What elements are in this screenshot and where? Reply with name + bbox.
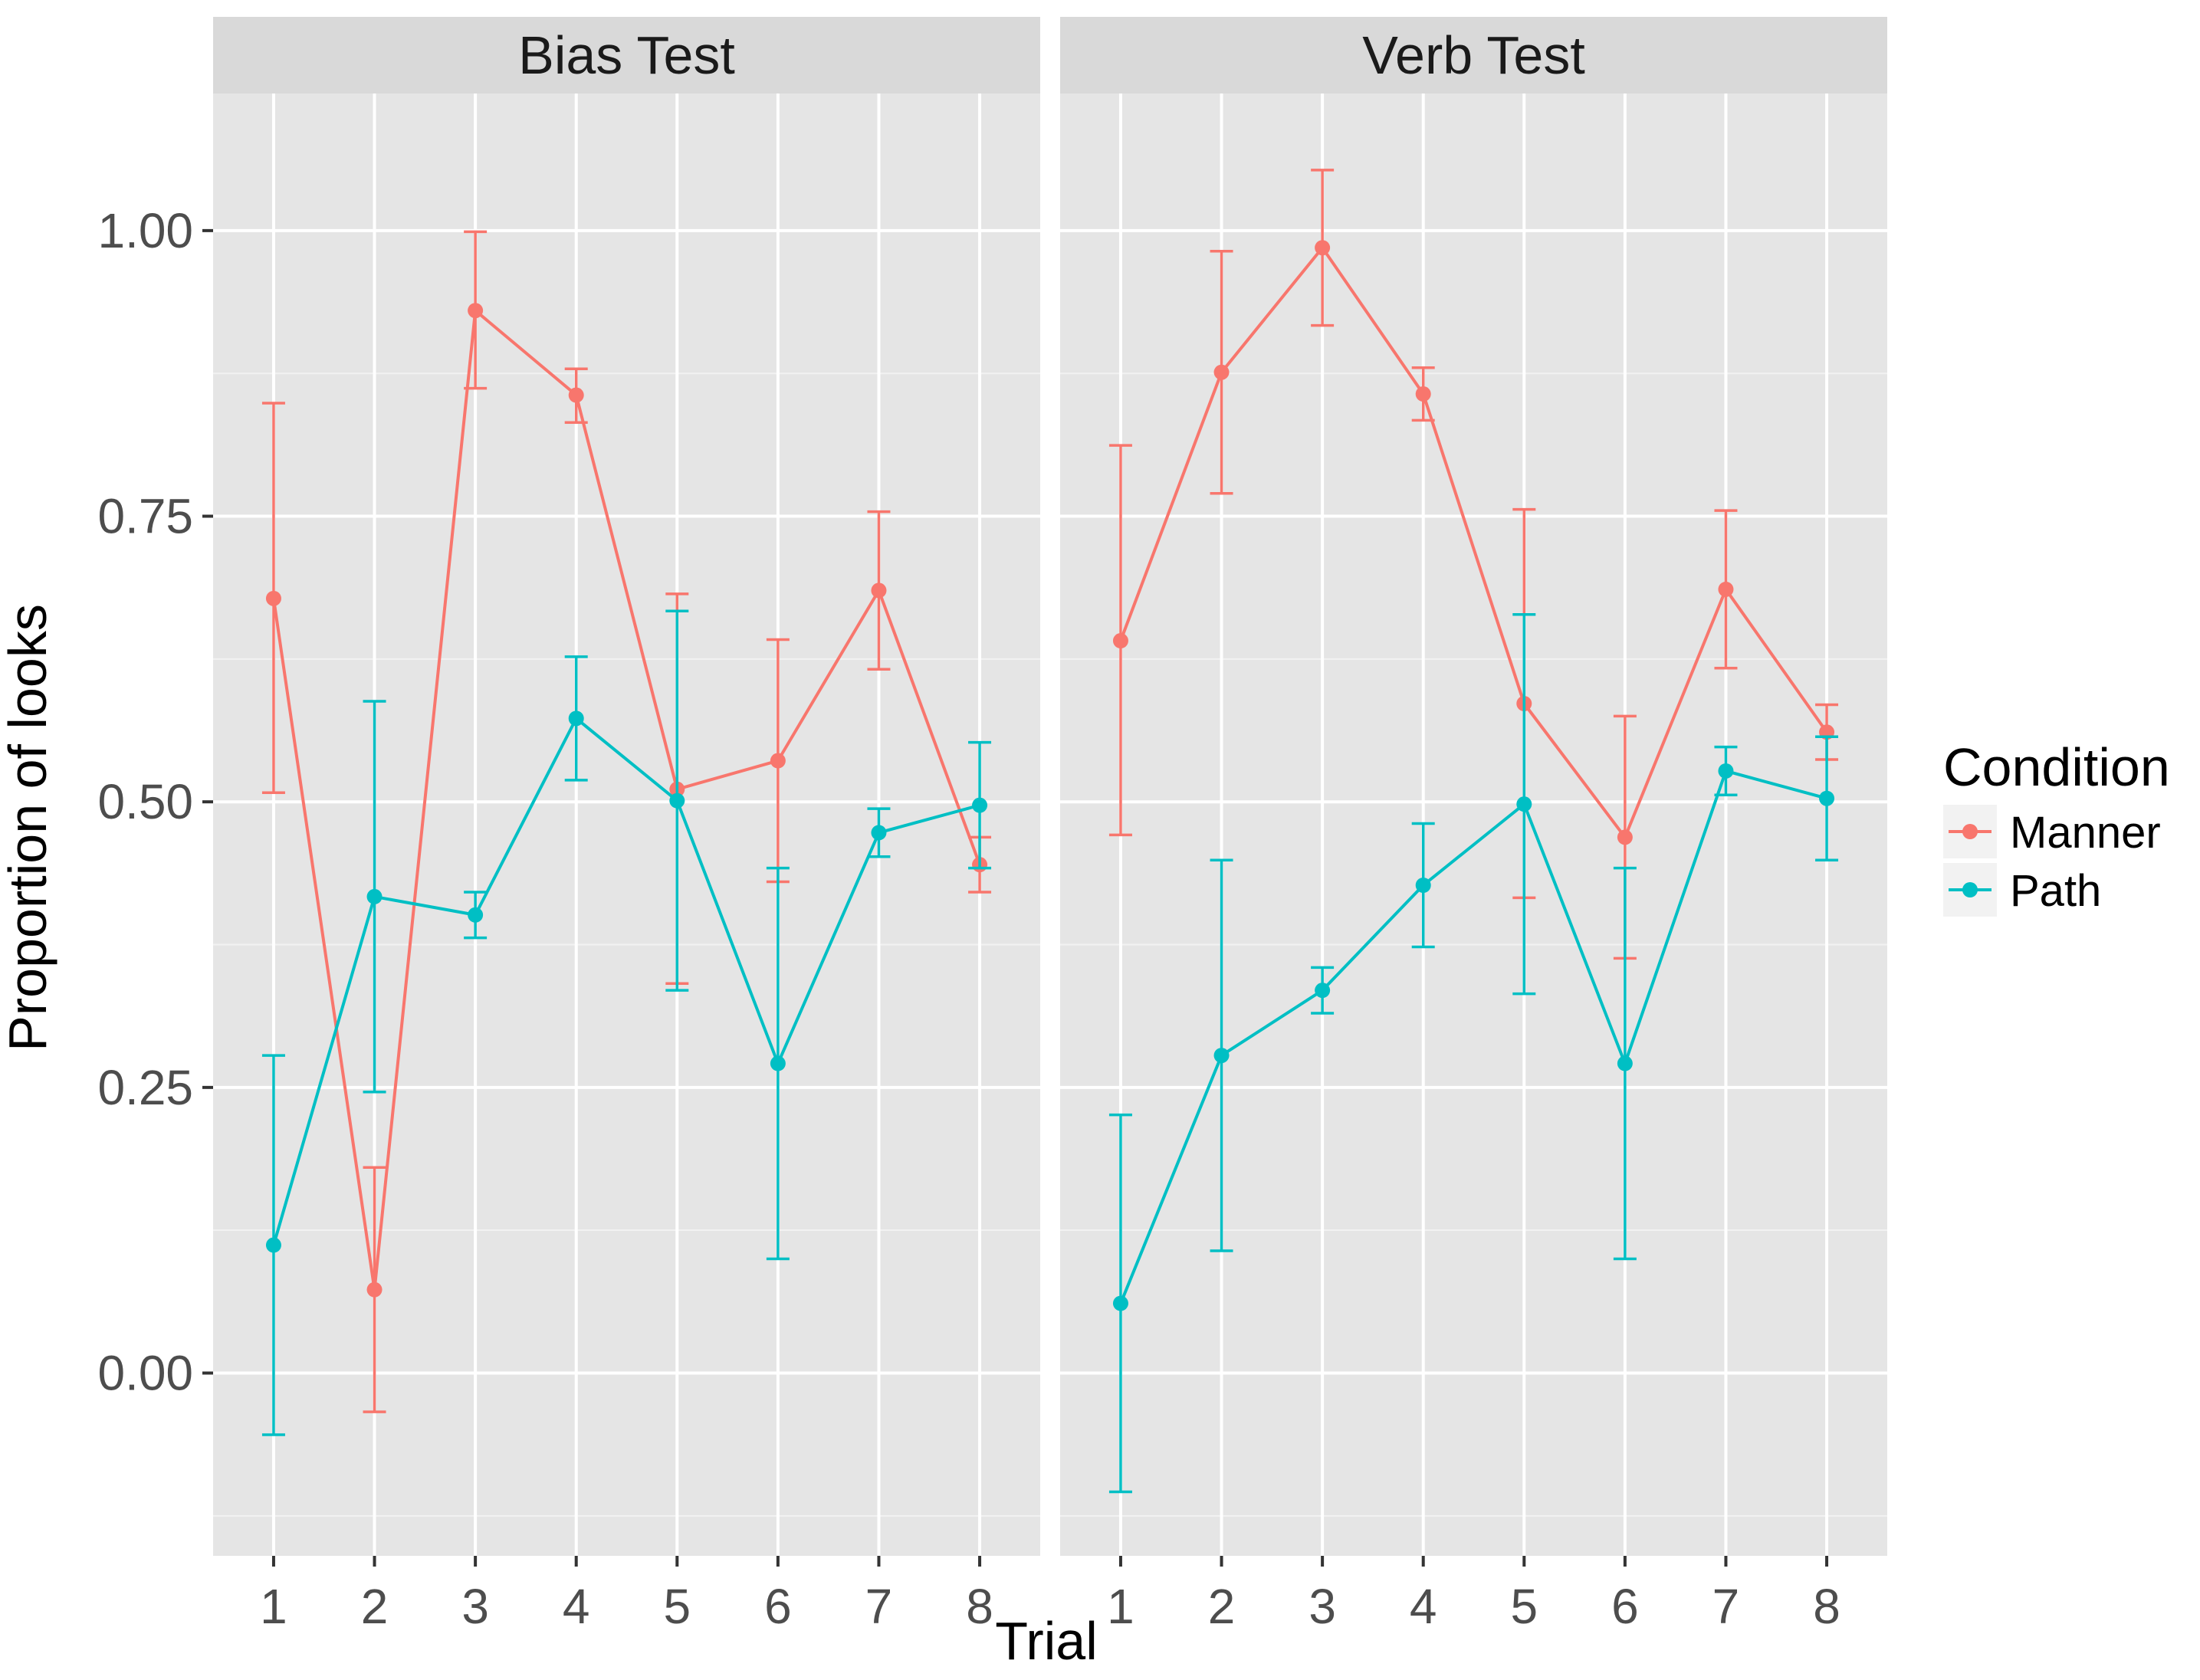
x-tick-label: 3	[1309, 1579, 1336, 1634]
data-point-path	[1718, 763, 1734, 779]
data-point-path	[1213, 1048, 1230, 1064]
data-point-path	[1617, 1055, 1633, 1071]
data-point-path	[1819, 790, 1835, 806]
x-tick-label: 2	[1208, 1579, 1236, 1634]
x-tick-label: 5	[1510, 1579, 1538, 1634]
x-tick-label: 5	[663, 1579, 691, 1634]
x-tick-label: 3	[461, 1579, 489, 1634]
legend-title: Condition	[1943, 737, 2170, 797]
data-point-manner	[366, 1281, 383, 1298]
facet-strip-label: Verb Test	[1362, 25, 1585, 85]
x-tick-label: 1	[260, 1579, 287, 1634]
data-point-path	[1516, 796, 1532, 812]
data-point-manner	[265, 590, 281, 606]
data-point-path	[468, 907, 484, 923]
data-point-manner	[468, 303, 484, 319]
facet-strip-label: Bias Test	[518, 25, 735, 85]
x-tick-label: 6	[1611, 1579, 1639, 1634]
legend-key-point	[1962, 824, 1978, 839]
data-point-manner	[568, 387, 584, 403]
x-tick-label: 4	[1410, 1579, 1437, 1634]
x-tick-label: 7	[1712, 1579, 1740, 1634]
y-tick-label: 0.75	[97, 489, 193, 544]
y-tick-label: 1.00	[97, 203, 193, 258]
data-point-path	[1112, 1295, 1128, 1311]
data-point-path	[871, 825, 887, 841]
x-tick-label: 6	[764, 1579, 792, 1634]
data-point-path	[770, 1055, 786, 1071]
data-point-path	[1415, 878, 1431, 894]
y-tick-label: 0.00	[97, 1346, 193, 1401]
data-point-manner	[1213, 364, 1230, 380]
data-point-path	[366, 888, 383, 904]
series-line-manner	[271, 309, 981, 1291]
x-tick-label: 7	[865, 1579, 893, 1634]
series-line-path	[1119, 769, 1827, 1304]
x-axis-title: Trial	[995, 1611, 1098, 1671]
panel-background	[1060, 94, 1887, 1556]
data-point-path	[265, 1237, 281, 1253]
data-point-manner	[1112, 633, 1128, 649]
legend-key-point	[1962, 882, 1978, 897]
data-point-manner	[871, 582, 887, 599]
data-point-path	[568, 710, 584, 727]
data-point-manner	[1315, 240, 1331, 256]
data-point-manner	[1718, 581, 1734, 597]
legend-label-manner: Manner	[2010, 808, 2161, 858]
legend: Condition Manner Path	[1943, 737, 2170, 917]
series-line-manner	[1119, 246, 1828, 839]
x-tick-label: 4	[563, 1579, 590, 1634]
x-tick-label: 8	[1813, 1579, 1840, 1634]
x-tick-label: 2	[361, 1579, 389, 1634]
legend-label-path: Path	[2010, 866, 2101, 916]
facet-strip	[1060, 17, 1887, 94]
data-point-manner	[1617, 829, 1633, 845]
y-tick-label: 0.25	[97, 1060, 193, 1115]
data-point-path	[1315, 983, 1331, 999]
data-point-manner	[1415, 386, 1431, 402]
panel-background	[213, 94, 1040, 1556]
x-tick-label: 8	[966, 1579, 993, 1634]
y-axis-title: Proportion of looks	[0, 604, 57, 1052]
facet-strip	[213, 17, 1040, 94]
y-tick-label: 0.50	[97, 774, 193, 829]
series-line-path	[272, 717, 980, 1246]
data-point-path	[972, 797, 988, 813]
data-point-path	[669, 792, 685, 809]
x-tick-label: 1	[1107, 1579, 1134, 1634]
data-point-manner	[770, 753, 786, 769]
